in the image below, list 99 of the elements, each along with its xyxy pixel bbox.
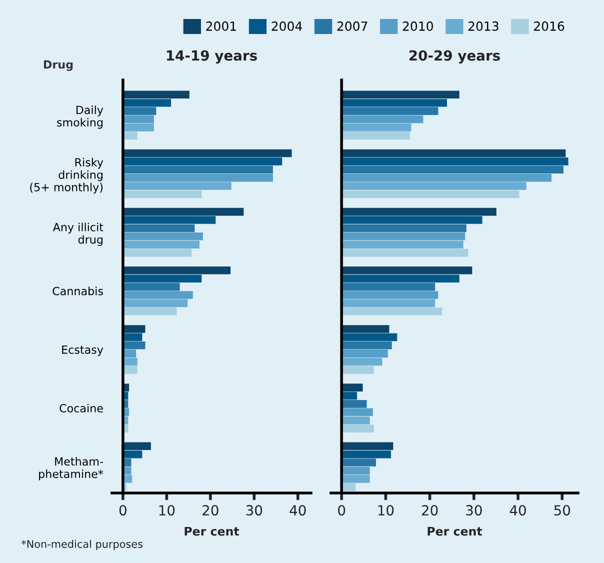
bar [342,400,367,408]
bar [342,416,370,424]
bar [122,107,156,115]
y-tick-label: Risky drinking (5+ monthly) [30,158,104,194]
bar [342,299,436,308]
bar [342,266,472,274]
bar [342,274,460,282]
x-tick-label: 0 [119,505,126,516]
y-axis-title: Drug [44,60,73,71]
bar [342,166,564,174]
bar [122,299,188,308]
bar [342,466,370,475]
legend-label: 2010 [402,21,433,31]
bar [342,232,466,240]
bar [342,190,520,198]
bar [342,115,424,124]
bar [122,166,273,174]
bar [342,384,363,392]
y-tick-label: Metham- phetamine* [39,457,104,480]
bar [342,208,496,216]
bar [342,158,568,166]
bar [122,115,154,124]
bar [122,341,146,350]
bar [342,248,468,257]
bar [342,458,376,466]
bar [122,308,177,316]
bar [122,366,138,374]
bar [122,350,136,358]
bar [342,149,566,158]
x-tick-label: 40 [510,505,526,516]
bar [342,216,482,224]
x-axis-title: Per cent [428,526,482,536]
bar [122,124,154,132]
x-tick-label: 50 [554,505,570,516]
bar [122,291,193,299]
bar [342,182,526,190]
x-tick-label: 10 [159,505,175,516]
x-tick-label: 0 [338,505,346,516]
bar [342,442,394,450]
legend-label: 2013 [468,21,498,31]
bar [342,224,466,232]
x-tick-label: 20 [422,505,438,516]
bar [342,107,438,115]
bar [342,408,373,416]
x-tick-label: 20 [202,505,218,516]
x-tick-label: 40 [290,505,306,516]
bar [122,174,273,182]
bar [342,333,398,342]
x-tick-label: 30 [246,505,262,516]
bar [342,291,438,299]
bar [122,158,282,166]
bar [122,90,190,99]
bar [342,475,370,483]
bar [342,132,410,140]
x-tick-label: 10 [378,505,394,516]
bar [342,358,382,366]
bar [122,208,244,216]
text: *Non-medical purposes [21,540,142,550]
bar [122,248,192,257]
bar [342,341,392,350]
bar [342,366,374,374]
bar [122,190,202,198]
bar [342,450,391,458]
bar [122,182,232,190]
bar [342,240,464,249]
legend-label: 2016 [534,21,564,31]
bar [342,90,460,99]
bar [342,308,442,316]
y-tick-label: Cannabis [52,286,103,296]
bar [122,216,216,224]
bar [342,325,390,333]
bar [342,174,552,182]
bar [342,350,388,358]
chart-title: 14-19 years [166,50,257,64]
legend-label: 2007 [337,21,368,31]
bar [122,282,180,291]
y-tick-label: Any illicit drug [52,222,104,246]
bar [122,98,172,107]
bar [122,232,203,240]
y-tick-label: Daily smoking [57,106,104,129]
x-tick-label: 30 [466,505,482,516]
bar [122,240,200,249]
legend-label: 2001 [206,21,236,31]
y-tick-label: Cocaine [60,404,103,412]
legend-label: 2004 [272,21,302,31]
y-tick-label: Ecstasy [62,346,104,356]
bar [342,98,447,107]
x-axis-title: Per cent [184,526,240,536]
chart-title: 20-29 years [409,50,500,64]
bar [122,266,231,274]
bar [122,149,292,158]
bar [122,325,146,333]
bar [342,483,356,492]
bar [342,124,412,132]
bar [122,224,195,232]
bar [342,424,374,432]
bar [122,442,151,450]
bar [342,282,436,291]
bar [122,274,202,282]
